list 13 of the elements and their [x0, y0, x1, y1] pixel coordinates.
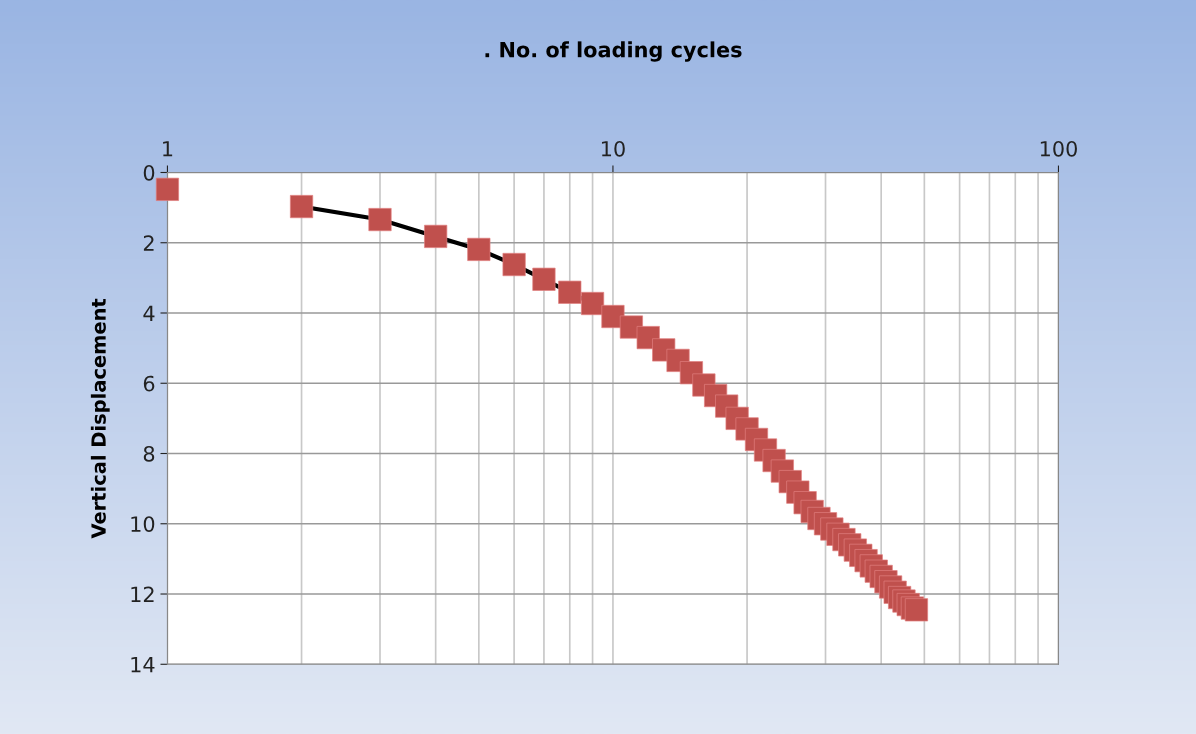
y-tick-label: 2	[143, 235, 154, 251]
y-tick-label: 8	[143, 445, 155, 462]
y-tick-label: 4	[143, 305, 155, 321]
x-tick-label: 100	[1040, 140, 1077, 157]
x-axis-title: . No. of loading cycles	[485, 41, 742, 62]
y-tick-label: 10	[131, 516, 155, 532]
y-tick-label: 12	[131, 586, 154, 602]
y-tick-label: 6	[143, 375, 155, 392]
y-tick-label: 14	[131, 657, 155, 673]
x-tick-label: 10	[601, 140, 625, 157]
y-tick-label: 0	[143, 164, 155, 181]
y-axis-title: Vertical Displacement	[90, 298, 110, 539]
x-tick-label: 1	[163, 141, 173, 157]
